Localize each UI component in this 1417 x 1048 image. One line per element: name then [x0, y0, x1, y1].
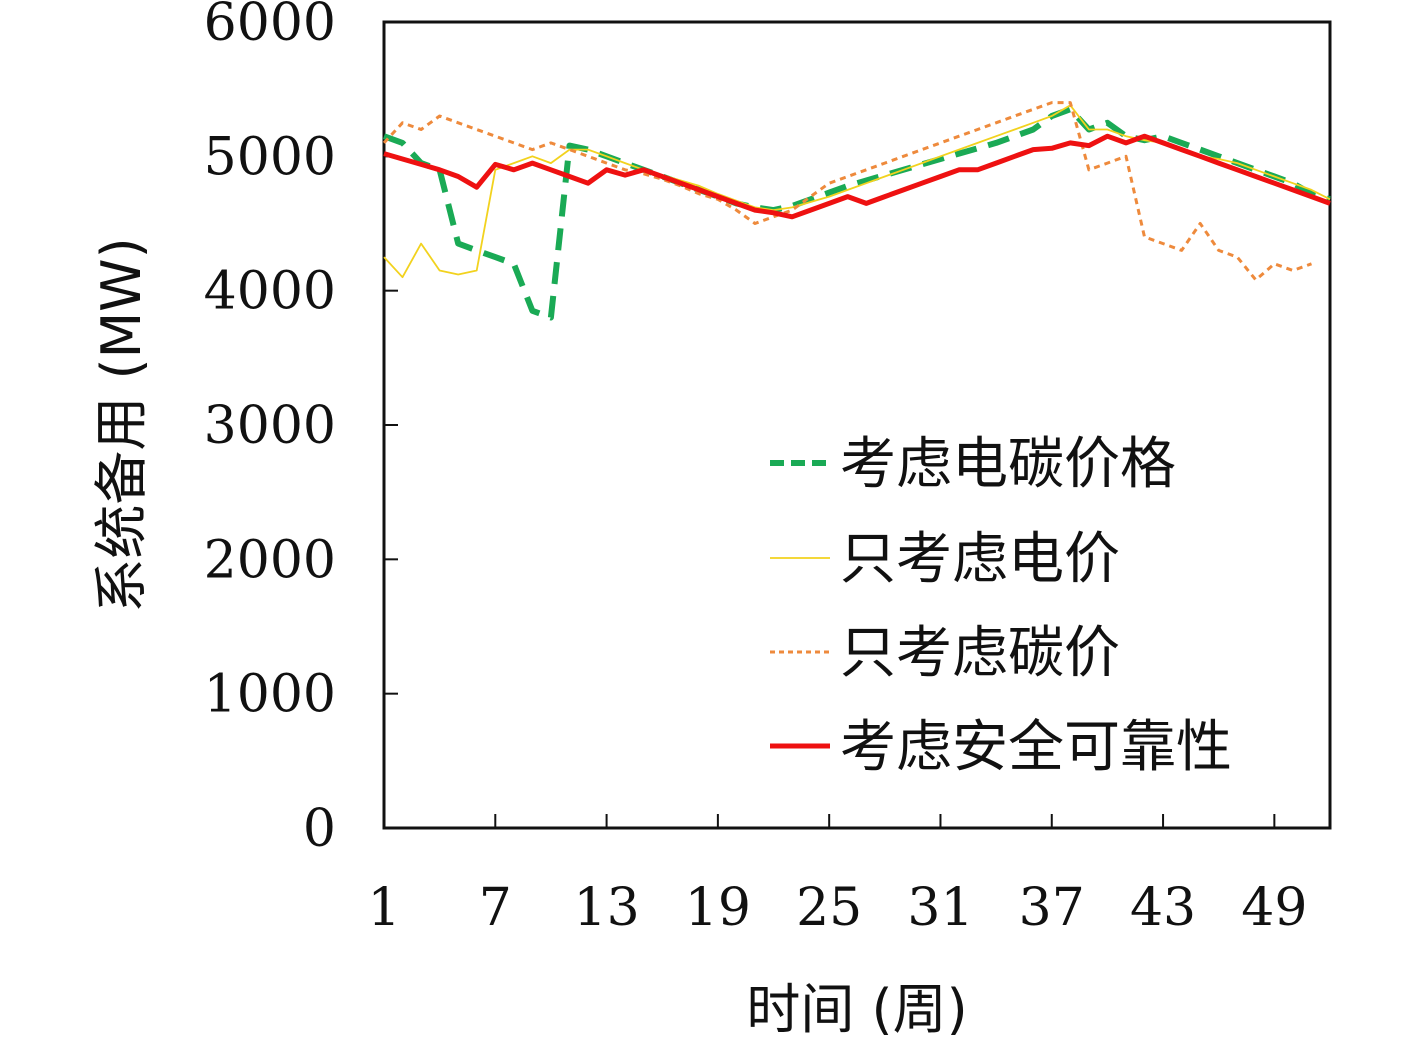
y-tick-label: 6000 — [204, 0, 336, 53]
x-tick-label: 43 — [1130, 878, 1196, 938]
x-tick-label: 7 — [479, 878, 512, 938]
series-line-electricity-price-only — [383, 104, 1331, 279]
x-tick-label: 31 — [907, 878, 973, 938]
x-axis-label: 时间 (周) — [746, 978, 967, 1041]
x-tick-label: 49 — [1241, 878, 1307, 938]
y-tick-label: 0 — [303, 799, 336, 859]
legend-label-carbon-price-only: 只考虑碳价 — [840, 621, 1120, 686]
series-line-electricity-carbon-price — [382, 106, 1331, 321]
x-tick-label: 25 — [796, 878, 862, 938]
y-tick-label: 3000 — [204, 396, 336, 456]
y-tick-label: 4000 — [204, 262, 336, 322]
series-layer — [382, 101, 1331, 321]
y-axis-label: 系统备用 (MW) — [90, 237, 153, 612]
x-axis-ticks: 1 7 13 19 25 31 37 43 49 — [367, 814, 1307, 938]
legend-label-security-reliability: 考虑安全可靠性 — [840, 715, 1232, 780]
y-tick-label: 2000 — [204, 530, 336, 590]
y-tick-label: 5000 — [204, 127, 336, 187]
x-tick-label: 1 — [367, 878, 400, 938]
x-tick-label: 37 — [1019, 878, 1085, 938]
legend-label-electricity-carbon-price: 考虑电碳价格 — [840, 432, 1176, 497]
x-tick-label: 13 — [574, 878, 640, 938]
x-tick-label: 19 — [685, 878, 751, 938]
series-line-carbon-price-only — [382, 101, 1313, 282]
legend-label-electricity-price-only: 只考虑电价 — [840, 527, 1120, 592]
y-tick-label: 1000 — [204, 665, 336, 725]
series-line-security-reliability — [383, 133, 1331, 220]
y-axis-ticks: 0 1000 2000 3000 4000 5000 6000 — [204, 0, 398, 859]
